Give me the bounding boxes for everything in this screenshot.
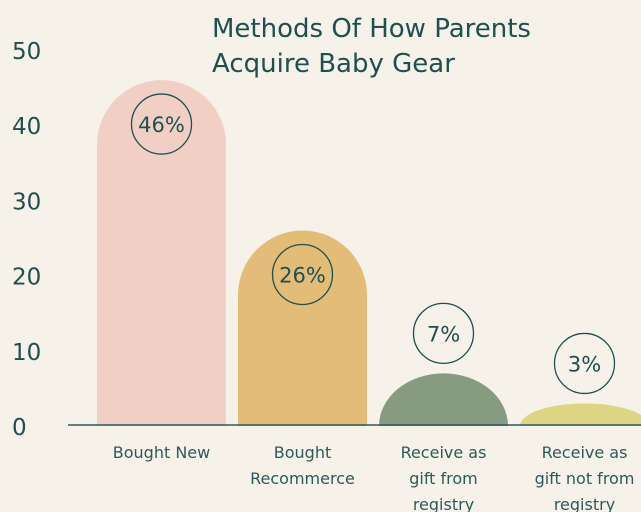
value-label: 7% — [427, 322, 460, 346]
value-label-ring — [553, 332, 616, 395]
bar — [379, 373, 508, 426]
chart-title: Methods Of How Parents Acquire Baby Gear — [212, 14, 531, 79]
value-label-ring — [130, 93, 193, 155]
y-tick-label: 10 — [12, 340, 41, 366]
value-label: 26% — [279, 263, 326, 287]
bar — [97, 80, 226, 426]
y-tick-label: 30 — [12, 189, 41, 215]
value-label-ring — [412, 302, 475, 365]
bar — [520, 403, 641, 426]
y-tick-label: 20 — [12, 265, 41, 291]
value-label: 46% — [138, 113, 185, 137]
y-tick-label: 40 — [12, 114, 41, 140]
x-tick-label: Bought Recommerce — [250, 443, 355, 488]
y-tick-label: 50 — [12, 39, 41, 65]
bar — [238, 230, 367, 426]
value-label: 3% — [568, 352, 601, 376]
y-tick-label: 0 — [12, 415, 27, 441]
value-label-ring — [271, 243, 334, 306]
x-tick-label: Receive as gift not from registry — [535, 443, 635, 512]
x-tick-label: Receive as gift from registry — [401, 443, 487, 512]
x-tick-label: Bought New — [113, 443, 210, 462]
